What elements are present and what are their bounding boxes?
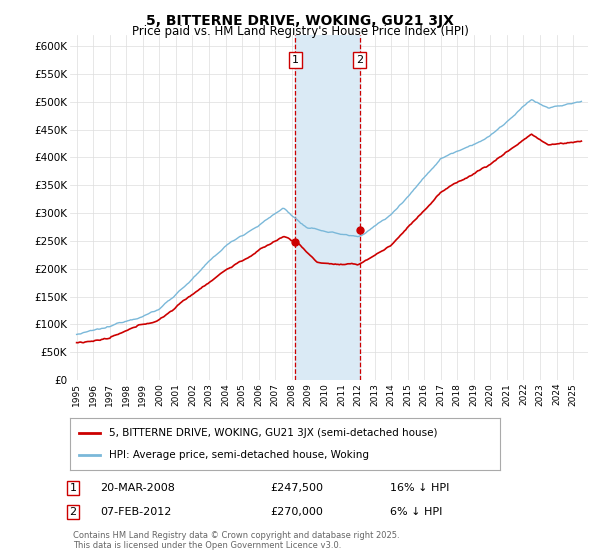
Text: 1: 1 [70, 483, 77, 493]
Text: 1: 1 [292, 55, 299, 65]
Text: 5, BITTERNE DRIVE, WOKING, GU21 3JX (semi-detached house): 5, BITTERNE DRIVE, WOKING, GU21 3JX (sem… [109, 428, 437, 437]
Text: 20-MAR-2008: 20-MAR-2008 [100, 483, 175, 493]
Text: Contains HM Land Registry data © Crown copyright and database right 2025.
This d: Contains HM Land Registry data © Crown c… [73, 531, 400, 550]
Text: 16% ↓ HPI: 16% ↓ HPI [390, 483, 449, 493]
Text: 2: 2 [70, 507, 77, 517]
Text: HPI: Average price, semi-detached house, Woking: HPI: Average price, semi-detached house,… [109, 450, 368, 460]
Text: £270,000: £270,000 [270, 507, 323, 517]
Text: Price paid vs. HM Land Registry's House Price Index (HPI): Price paid vs. HM Land Registry's House … [131, 25, 469, 38]
Text: 5, BITTERNE DRIVE, WOKING, GU21 3JX: 5, BITTERNE DRIVE, WOKING, GU21 3JX [146, 14, 454, 28]
Text: 2: 2 [356, 55, 363, 65]
Text: 6% ↓ HPI: 6% ↓ HPI [390, 507, 442, 517]
Bar [295, 35, 359, 380]
Text: £247,500: £247,500 [270, 483, 323, 493]
Text: 07-FEB-2012: 07-FEB-2012 [100, 507, 172, 517]
